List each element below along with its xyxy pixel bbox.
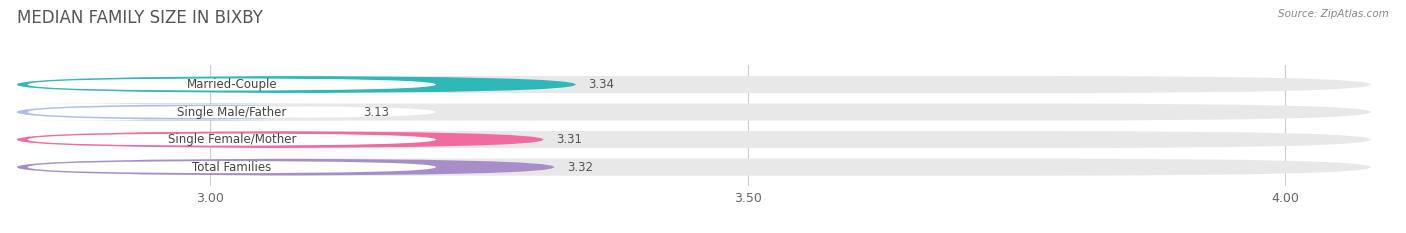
Text: Source: ZipAtlas.com: Source: ZipAtlas.com — [1278, 9, 1389, 19]
Text: 3.32: 3.32 — [567, 161, 593, 174]
FancyBboxPatch shape — [28, 78, 436, 91]
FancyBboxPatch shape — [17, 131, 1371, 148]
FancyBboxPatch shape — [17, 131, 543, 148]
FancyBboxPatch shape — [17, 103, 1371, 121]
FancyBboxPatch shape — [17, 76, 575, 93]
FancyBboxPatch shape — [28, 134, 436, 146]
Text: 3.13: 3.13 — [363, 106, 389, 119]
Text: Married-Couple: Married-Couple — [187, 78, 277, 91]
FancyBboxPatch shape — [17, 103, 350, 121]
FancyBboxPatch shape — [28, 161, 436, 173]
Text: Single Male/Father: Single Male/Father — [177, 106, 287, 119]
Text: 3.31: 3.31 — [557, 133, 582, 146]
Text: 3.34: 3.34 — [589, 78, 614, 91]
FancyBboxPatch shape — [28, 106, 436, 118]
FancyBboxPatch shape — [17, 159, 554, 176]
Text: MEDIAN FAMILY SIZE IN BIXBY: MEDIAN FAMILY SIZE IN BIXBY — [17, 9, 263, 27]
Text: Single Female/Mother: Single Female/Mother — [167, 133, 297, 146]
FancyBboxPatch shape — [17, 76, 1371, 93]
Text: Total Families: Total Families — [193, 161, 271, 174]
FancyBboxPatch shape — [17, 159, 1371, 176]
